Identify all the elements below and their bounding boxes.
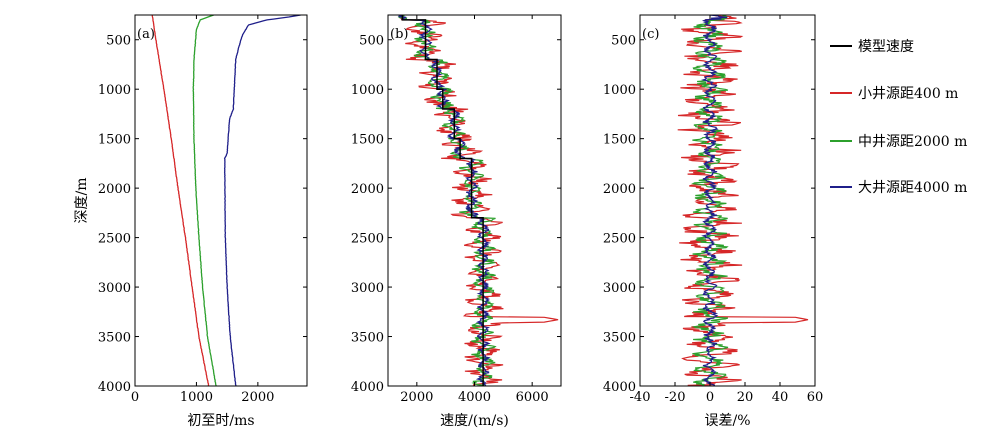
legend-label-4: 大井源距4000 m [858, 180, 967, 196]
y-tick-label: 4000 [351, 380, 384, 395]
x-tick-label: 40 [772, 390, 789, 405]
series-line-1 [399, 15, 559, 386]
y-tick-label: 4000 [603, 380, 636, 395]
series-line-3 [223, 15, 301, 386]
y-tick-label: 1500 [351, 133, 384, 148]
y-tick-label: 1000 [98, 83, 131, 98]
x-tick-label: 2000 [241, 390, 274, 405]
y-tick-label: 1500 [98, 133, 131, 148]
panel-2: 500 1000 1500 2000 2500 3000 3500 4000 2000 4000 6… [351, 14, 562, 429]
y-tick-label: 1500 [603, 133, 636, 148]
series-line-3 [700, 15, 728, 386]
x-axis-label: 速度/(m/s) [440, 413, 509, 429]
series-line-2 [398, 15, 497, 386]
axes-frame [134, 14, 308, 387]
y-tick-label: 4000 [98, 380, 131, 395]
x-tick-label: -20 [665, 390, 686, 405]
y-tick-label: 1000 [603, 83, 636, 98]
legend-label-1: 模型速度 [858, 39, 914, 55]
panel-3: 500 1000 1500 2000 2500 3000 3500 4000-40 -20 0 20… [603, 14, 824, 429]
series-line-1 [677, 15, 809, 386]
legend-label-2: 小井源距400 m [858, 86, 958, 102]
plot-area [151, 15, 301, 386]
y-tick-label: 3000 [98, 281, 131, 296]
x-tick-label: 4000 [458, 390, 491, 405]
x-axis-label: 误差/% [704, 413, 750, 429]
y-tick-label: 500 [359, 34, 384, 49]
x-tick-label: 6000 [516, 390, 549, 405]
model-velocity-line [401, 15, 484, 386]
panel-label: (c) [642, 27, 659, 42]
y-tick-label: 2000 [351, 182, 384, 197]
x-tick-label: 20 [737, 390, 754, 405]
y-tick-label: 3500 [603, 331, 636, 346]
x-tick-label: 60 [807, 390, 824, 405]
y-tick-label: 2000 [98, 182, 131, 197]
y-tick-label: 3000 [603, 281, 636, 296]
x-tick-label: 0 [131, 390, 139, 405]
plot-area [397, 15, 559, 386]
legend-label-3: 中井源距2000 m [858, 134, 967, 150]
x-tick-label: 1000 [180, 390, 213, 405]
series-line-1 [151, 15, 210, 386]
panel-label: (a) [137, 27, 155, 42]
y-tick-label: 3500 [98, 331, 131, 346]
x-axis-label: 初至时/ms [187, 412, 254, 429]
y-tick-label: 1000 [351, 83, 384, 98]
y-tick-label: 500 [106, 34, 131, 49]
y-tick-label: 500 [611, 34, 636, 49]
y-tick-label: 2000 [603, 182, 636, 197]
plot-area [677, 15, 809, 386]
y-tick-label: 2500 [603, 232, 636, 247]
x-tick-label: 0 [706, 390, 714, 405]
x-tick-label: -40 [630, 390, 651, 405]
series-line-3 [397, 15, 491, 386]
panel-label: (b) [390, 27, 408, 42]
y-tick-label: 3500 [351, 331, 384, 346]
y-tick-label: 2500 [351, 232, 384, 247]
x-tick-label: 2000 [400, 390, 433, 405]
y-tick-label: 2500 [98, 232, 131, 247]
series-line-2 [192, 15, 217, 386]
axes-frame [639, 14, 816, 387]
y-axis-label: 深度/m [74, 178, 90, 224]
y-tick-label: 3000 [351, 281, 384, 296]
